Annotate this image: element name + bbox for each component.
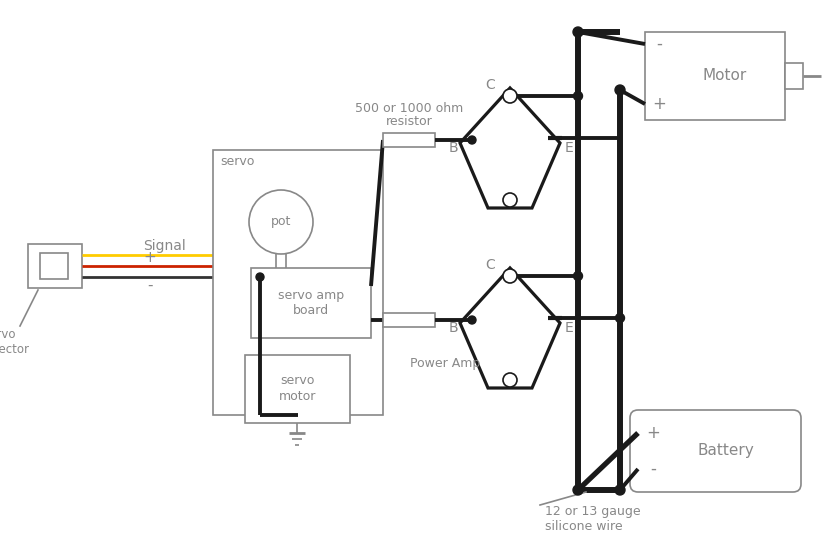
Text: -: - (147, 278, 152, 293)
Bar (245, 355, 350, 423)
Circle shape (614, 85, 624, 95)
Text: C: C (485, 78, 495, 92)
FancyBboxPatch shape (629, 410, 800, 492)
Circle shape (502, 193, 516, 207)
Text: E: E (564, 321, 573, 335)
Text: servo: servo (220, 155, 254, 168)
Bar (383, 313, 434, 327)
Circle shape (502, 269, 516, 283)
Bar (213, 150, 383, 415)
Polygon shape (460, 268, 559, 388)
Text: -: - (655, 35, 661, 53)
Circle shape (502, 89, 516, 103)
Text: servo amp: servo amp (278, 289, 344, 301)
Text: +: + (645, 424, 659, 442)
Circle shape (467, 316, 476, 324)
Text: motor: motor (279, 391, 316, 403)
Text: 500 or 1000 ohm: 500 or 1000 ohm (355, 102, 462, 115)
Text: B: B (448, 141, 457, 155)
Bar (28, 244, 82, 288)
Text: Motor: Motor (702, 69, 746, 84)
Bar (383, 133, 434, 147)
Circle shape (249, 190, 313, 254)
Text: pot: pot (270, 216, 291, 228)
Circle shape (572, 27, 582, 37)
Text: -: - (649, 460, 655, 478)
Text: Battery: Battery (696, 444, 753, 459)
Text: C: C (485, 258, 495, 272)
Text: 12 or 13 gauge
silicone wire: 12 or 13 gauge silicone wire (544, 505, 640, 533)
Text: servo
connector: servo connector (0, 328, 30, 356)
Bar (40, 253, 68, 279)
Circle shape (614, 485, 624, 495)
Text: servo: servo (280, 375, 314, 387)
Circle shape (256, 273, 264, 281)
Text: E: E (564, 141, 573, 155)
Text: Power Amp: Power Amp (409, 357, 480, 370)
Polygon shape (460, 88, 559, 208)
Bar (251, 268, 370, 338)
Circle shape (502, 373, 516, 387)
Bar (644, 32, 784, 120)
Circle shape (573, 91, 582, 100)
Text: +: + (652, 95, 665, 113)
Bar (784, 63, 802, 89)
Circle shape (573, 271, 582, 280)
Circle shape (467, 136, 476, 144)
Circle shape (572, 485, 582, 495)
Text: +: + (143, 250, 156, 265)
Text: resistor: resistor (385, 115, 432, 128)
Text: board: board (293, 305, 328, 317)
Circle shape (614, 314, 624, 322)
Text: Signal: Signal (143, 239, 186, 253)
Text: B: B (448, 321, 457, 335)
